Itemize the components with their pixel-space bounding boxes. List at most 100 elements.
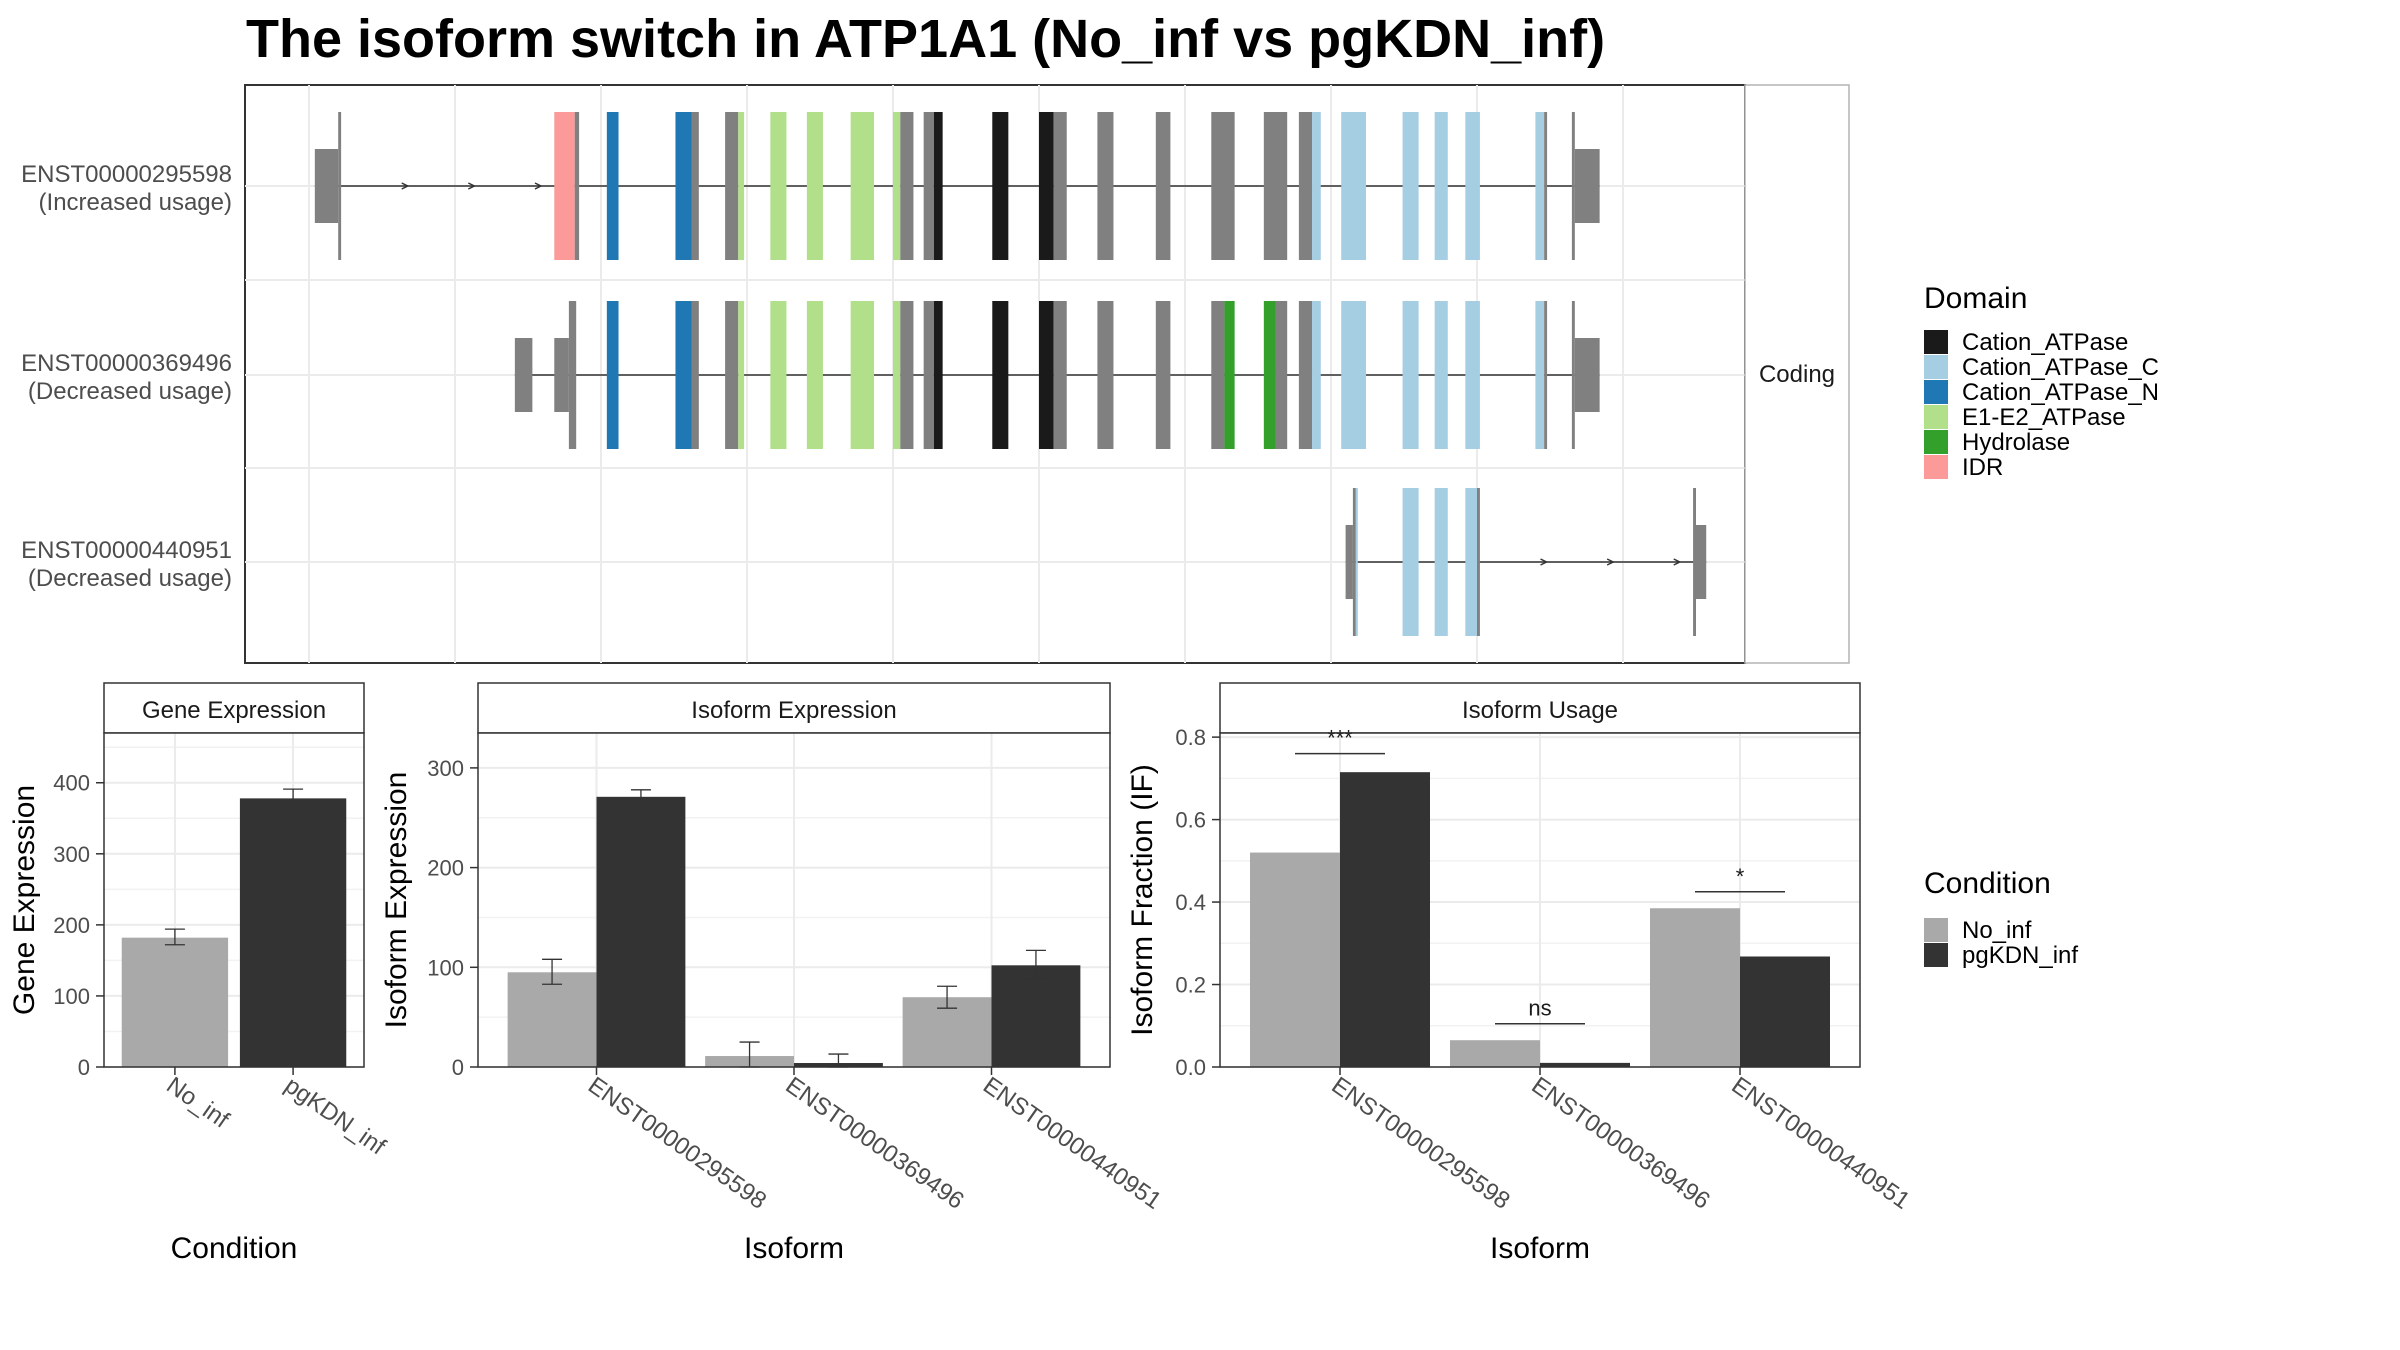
domain-legend-key [1924, 380, 1948, 404]
exon-cation_atpase_c [1355, 488, 1358, 636]
structure-isoform-labels: ENST00000295598(Increased usage) ENST0000… [21, 161, 232, 592]
isoform-usage-panel: Isoform Usage 0.0 0.2 0.4 0.6 0.8 *** ns * ENST00… [1126, 682, 1915, 1265]
x-tick-label: ENST00000440951 [978, 1072, 1166, 1215]
x-tick-label: ENST00000369496 [1527, 1072, 1715, 1215]
exon-cation_atpase_c [1341, 301, 1367, 449]
x-axis-title: Condition [171, 1232, 298, 1265]
exon-cation_atpase [1039, 301, 1054, 449]
domain-legend-label: Cation_ATPase_C [1962, 354, 2159, 381]
exon-none [1544, 112, 1548, 260]
exon-none [1345, 525, 1353, 599]
exon-e1-e2_atpase [806, 301, 823, 449]
exon-none [1298, 301, 1313, 449]
panel-strip [103, 682, 365, 734]
exon-e1-e2_atpase [770, 112, 787, 260]
y-tick-label: 0.4 [1175, 890, 1206, 915]
domain-legend-label: IDR [1962, 454, 2003, 481]
y-tick-label: 100 [53, 984, 90, 1009]
exon-e1-e2_atpase [893, 301, 901, 449]
isoform-label-usage: (Decreased usage) [28, 378, 232, 405]
exon-none [1571, 112, 1575, 260]
y-tick-label: 200 [53, 913, 90, 938]
intron-direction-arrow [534, 182, 543, 190]
exon-e1-e2_atpase [806, 112, 823, 260]
isoform-label-id: ENST00000295598 [21, 161, 232, 188]
x-tick-label: pgKDN_inf [280, 1072, 391, 1161]
domain-legend-key [1924, 430, 1948, 454]
exon-cation_atpase [992, 301, 1009, 449]
bar-pgkdn-inf [1740, 956, 1830, 1067]
exon-none [1696, 525, 1707, 599]
exon-cation_atpase_c [1312, 301, 1321, 449]
x-tick-label: ENST00000295598 [583, 1072, 771, 1215]
exon-none [314, 149, 339, 223]
bar-pgkdn-inf [239, 798, 347, 1067]
exon-hydrolase [1224, 301, 1235, 449]
y-axis-title: Gene Expression [8, 785, 41, 1015]
x-tick-label: ENST00000440951 [1727, 1072, 1915, 1215]
exon-none [1574, 149, 1600, 223]
exon-none [1275, 301, 1288, 449]
domain-legend-items: Cation_ATPaseCation_ATPase_CCation_ATPas… [1924, 329, 2159, 481]
condition-legend-label: No_inf [1962, 917, 2032, 944]
exon-none [900, 301, 914, 449]
domain-legend-key [1924, 405, 1948, 429]
exon-cation_atpase_c [1465, 112, 1480, 260]
y-tick-label: 300 [427, 756, 464, 781]
y-axis-title: Isoform Expression [380, 772, 413, 1029]
y-tick-label: 0.2 [1175, 973, 1206, 998]
error-bar [937, 985, 958, 1009]
isoform-track-ENST00000295598 [314, 112, 1600, 260]
exon-none [1097, 112, 1114, 260]
exon-none [691, 112, 699, 260]
exon-hydrolase [1263, 301, 1276, 449]
isoform-expression-panel: Isoform Expression 0 100 200 300 ENST00000295… [380, 682, 1166, 1265]
exon-none [1693, 488, 1696, 636]
structure-facet-strip [1744, 84, 1850, 664]
exon-e1-e2_atpase [738, 301, 745, 449]
isoform-track-ENST00000369496 [514, 301, 1600, 449]
exon-none [514, 338, 533, 412]
exon-none [900, 112, 914, 260]
intron-direction-arrow [1540, 558, 1549, 566]
structure-panel: ENST00000295598(Increased usage) ENST0000… [21, 84, 1850, 664]
intron-direction-arrow [1606, 558, 1615, 566]
exon-none [923, 112, 934, 260]
exon-cation_atpase_c [1402, 112, 1419, 260]
error-bar [283, 788, 304, 808]
exon-cation_atpase_n [675, 301, 692, 449]
domain-legend-label: Cation_ATPase_N [1962, 379, 2159, 406]
exon-e1-e2_atpase [893, 112, 901, 260]
structure-facet-label: Coding [1759, 361, 1835, 388]
error-bar [630, 789, 651, 805]
exon-cation_atpase_c [1312, 112, 1321, 260]
error-bar [1025, 949, 1046, 980]
exon-e1-e2_atpase [738, 112, 745, 260]
exon-none [568, 301, 577, 449]
exon-cation_atpase_c [1434, 488, 1448, 636]
bar-no-inf [1650, 908, 1740, 1067]
x-axis-title: Isoform [1490, 1232, 1590, 1265]
intron-direction-arrow [468, 182, 477, 190]
exon-none [554, 338, 569, 412]
exon-e1-e2_atpase [770, 301, 787, 449]
y-tick-label: 0 [452, 1055, 464, 1080]
exon-none [1352, 488, 1356, 636]
error-bar [164, 928, 185, 946]
bar-no-inf [1450, 1040, 1540, 1067]
panel-strip [1219, 682, 1861, 734]
isoform-track-ENST00000440951 [1345, 488, 1707, 636]
domain-legend-key [1924, 330, 1948, 354]
panel-title: Isoform Expression [691, 697, 896, 724]
exon-none [1544, 301, 1548, 449]
exon-cation_atpase [992, 112, 1009, 260]
exon-none [725, 301, 739, 449]
y-tick-label: 100 [427, 955, 464, 980]
structure-tracks [314, 112, 1707, 636]
domain-legend-label: Hydrolase [1962, 429, 2070, 456]
isoform-label-usage: (Increased usage) [39, 189, 232, 216]
exon-none [1263, 112, 1288, 260]
condition-legend-key [1924, 918, 1948, 942]
intron-direction-arrow [1673, 558, 1682, 566]
